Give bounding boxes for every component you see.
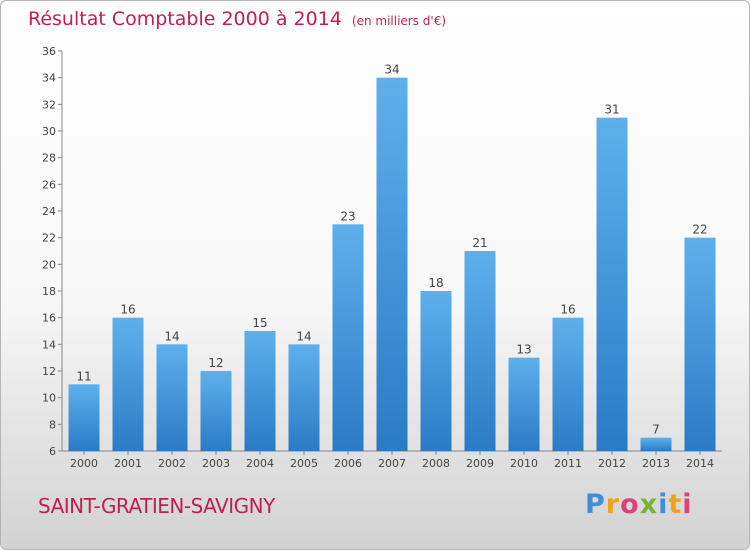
y-tick-label: 14	[42, 338, 56, 351]
bar-value-label: 23	[340, 209, 355, 223]
bar-value-label: 15	[252, 316, 267, 330]
chart-title-text: Résultat Comptable 2000 à 2014	[28, 8, 342, 30]
x-tick-label: 2000	[70, 457, 98, 470]
x-tick-label: 2005	[290, 457, 318, 470]
bar	[288, 344, 320, 451]
bar	[200, 371, 232, 451]
x-tick-label: 2013	[642, 457, 670, 470]
y-tick-label: 30	[42, 125, 56, 138]
x-tick-label: 2006	[334, 457, 362, 470]
y-tick-label: 34	[42, 72, 56, 85]
bar-value-label: 16	[560, 303, 575, 317]
x-tick-label: 2001	[114, 457, 142, 470]
x-tick-label: 2009	[466, 457, 494, 470]
y-tick-label: 20	[42, 258, 56, 271]
bar	[420, 291, 452, 451]
y-tick-label: 16	[42, 312, 56, 325]
chart-title: Résultat Comptable 2000 à 2014 (en millie…	[28, 8, 446, 30]
bar-value-label: 13	[516, 343, 531, 357]
y-tick-label: 6	[49, 445, 56, 458]
x-tick-label: 2002	[158, 457, 186, 470]
x-tick-label: 2014	[686, 457, 714, 470]
bar-value-label: 7	[652, 423, 660, 437]
bar-value-label: 22	[692, 223, 707, 237]
bar	[244, 331, 276, 451]
bar-value-label: 12	[208, 356, 223, 370]
bar-value-label: 18	[428, 276, 443, 290]
bar	[112, 317, 144, 451]
x-tick-label: 2007	[378, 457, 406, 470]
y-tick-label: 10	[42, 392, 56, 405]
bar	[640, 437, 672, 451]
bar-value-label: 11	[76, 369, 91, 383]
x-tick-label: 2012	[598, 457, 626, 470]
bar	[508, 357, 540, 451]
x-tick-label: 2010	[510, 457, 538, 470]
x-tick-label: 2003	[202, 457, 230, 470]
bar	[596, 117, 628, 452]
city-name: SAINT-GRATIEN-SAVIGNY	[38, 494, 275, 518]
bar	[332, 224, 364, 451]
bar-value-label: 14	[164, 329, 179, 343]
proxiti-logo[interactable]: Proxiti	[585, 489, 693, 520]
bar	[376, 77, 408, 452]
x-tick-label: 2008	[422, 457, 450, 470]
bar	[684, 237, 716, 451]
x-tick-label: 2011	[554, 457, 582, 470]
chart-bars: 11 16 14 12 15 14 23 34 18 21 13 16 31 7 22	[68, 63, 716, 452]
bar	[464, 251, 496, 451]
y-tick-label: 22	[42, 232, 56, 245]
y-tick-label: 18	[42, 285, 56, 298]
y-tick-label: 36	[42, 45, 56, 58]
chart-subtitle: (en milliers d'€)	[351, 14, 447, 28]
y-tick-label: 32	[42, 98, 56, 111]
y-tick-label: 26	[42, 178, 56, 191]
x-tick-label: 2004	[246, 457, 274, 470]
y-tick-label: 24	[42, 205, 56, 218]
bar-value-label: 21	[472, 236, 487, 250]
bar	[156, 344, 188, 451]
bar	[552, 317, 584, 451]
bar-value-label: 14	[296, 329, 311, 343]
bar-value-label: 31	[604, 103, 619, 117]
bar	[68, 384, 100, 451]
bar-value-label: 34	[384, 63, 399, 77]
y-tick-label: 28	[42, 152, 56, 165]
y-tick-label: 8	[49, 418, 56, 431]
y-tick-label: 12	[42, 365, 56, 378]
bar-value-label: 16	[120, 303, 135, 317]
